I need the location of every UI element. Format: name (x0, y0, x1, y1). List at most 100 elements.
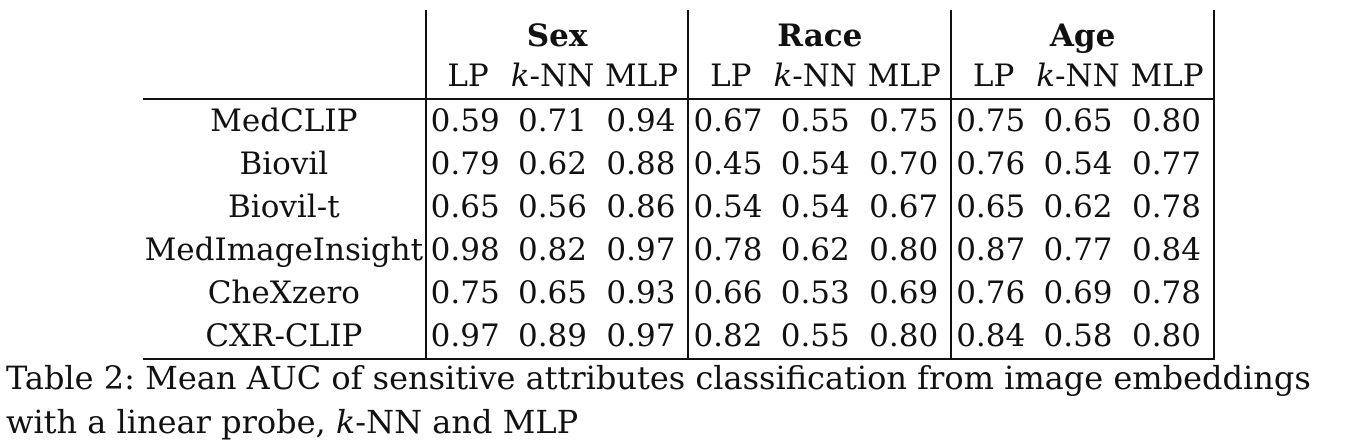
method-label-prefix: MLP (604, 57, 679, 94)
value-cell-race-knn: 0.54 (780, 146, 850, 182)
method-label-suffix: -NN (792, 57, 858, 94)
caption-text-a: Table 2: Mean AUC of sensitive attribute… (6, 359, 1311, 441)
method-label-prefix: MLP (867, 57, 941, 94)
method-label-italic: k (773, 57, 793, 94)
value-cell-sex-lp: 0.65 (430, 189, 500, 225)
value-cell-sex-lp: 0.97 (425, 315, 510, 360)
value-cell-race-knn: 0.55 (780, 103, 850, 139)
value-cell-race-mlp: 0.70 (858, 143, 953, 186)
value-cell-race-mlp: 0.80 (858, 229, 953, 272)
table-row: MedImageInsight 0.98 0.82 0.97 0.78 0.62 0.80 0… (143, 229, 1215, 272)
value-cell-age-lp: 0.84 (951, 315, 1035, 360)
value-cell-race-knn: 0.62 (780, 232, 850, 268)
method-label-suffix: -NN (529, 57, 595, 94)
value-cell-age-mlp: 0.80 (1121, 315, 1215, 360)
method-label-prefix: LP (972, 57, 1015, 94)
method-label-italic: k (1036, 57, 1056, 94)
results-table-body: MedCLIP 0.59 0.71 0.94 0.67 0.55 0.75 0.75 0.65 0… (143, 99, 1215, 360)
value-cell-age-mlp: 0.77 (1121, 143, 1215, 186)
group-header-row: Sex Race Age (143, 10, 1215, 54)
value-cell-race-mlp: 0.75 (858, 99, 953, 143)
value-cell-age-lp: 0.65 (956, 189, 1026, 225)
value-cell-sex-knn: 0.62 (517, 146, 587, 182)
value-cell-age-mlp: 0.78 (1121, 186, 1215, 229)
model-name-cell: Biovil (143, 143, 427, 186)
value-cell-age-knn: 0.58 (1034, 315, 1122, 360)
method-label-italic: k (510, 57, 530, 94)
value-cell-race-mlp: 0.67 (858, 186, 953, 229)
value-cell-sex-mlp: 0.94 (595, 99, 690, 143)
value-cell-sex-knn: 0.65 (517, 275, 587, 311)
value-cell-sex-mlp: 0.86 (595, 186, 690, 229)
value-cell-race-mlp: 0.80 (858, 315, 953, 360)
model-name-cell: CXR-CLIP (143, 315, 427, 360)
value-cell-age-lp: 0.75 (956, 103, 1026, 139)
method-header-row: LP k-NN MLP LP k-NN MLP LP k-NN MLP (143, 54, 1215, 99)
method-label-prefix: LP (710, 57, 752, 94)
value-cell-age-knn: 0.54 (1043, 146, 1113, 182)
value-cell-race-knn: 0.54 (780, 189, 850, 225)
table-row: CheXzero 0.75 0.65 0.93 0.66 0.53 0.69 0.76 0.69… (143, 272, 1215, 315)
method-header-race-mlp: MLP (858, 54, 953, 99)
value-cell-sex-lp: 0.59 (430, 103, 500, 139)
value-cell-race-lp: 0.66 (693, 275, 763, 311)
value-cell-sex-lp: 0.79 (430, 146, 500, 182)
value-cell-race-lp: 0.78 (693, 232, 763, 268)
value-cell-age-mlp: 0.80 (1121, 99, 1215, 143)
method-header-sex-knn: k-NN (509, 54, 595, 99)
method-label-prefix: MLP (1130, 57, 1204, 94)
value-cell-age-mlp: 0.84 (1121, 229, 1215, 272)
method-header-age-knn: k-NN (1035, 54, 1121, 99)
results-table: Sex Race Age LP k-NN MLP LP k-NN MLP LP k-NN MLP… (143, 10, 1215, 360)
value-cell-age-knn: 0.77 (1043, 232, 1113, 268)
model-name-cell: CheXzero (143, 272, 427, 315)
method-header-age-lp: LP (951, 54, 1035, 99)
model-name-cell: MedCLIP (143, 99, 427, 143)
header-corner (143, 10, 427, 54)
value-cell-age-lp: 0.87 (956, 232, 1026, 268)
method-header-race-knn: k-NN (772, 54, 858, 99)
value-cell-race-lp: 0.45 (693, 146, 763, 182)
value-cell-race-lp: 0.54 (693, 189, 763, 225)
table-row: Biovil-t 0.65 0.56 0.86 0.54 0.54 0.67 0.65 0.62… (143, 186, 1215, 229)
value-cell-sex-mlp: 0.88 (595, 143, 690, 186)
header-corner-methods (143, 54, 427, 99)
value-cell-race-knn: 0.53 (780, 275, 850, 311)
group-header-sex: Sex (425, 10, 690, 54)
caption-italic-k: k (335, 403, 356, 441)
table-row: MedCLIP 0.59 0.71 0.94 0.67 0.55 0.75 0.75 0.65 0… (143, 99, 1215, 143)
value-cell-sex-mlp: 0.93 (595, 272, 690, 315)
value-cell-age-knn: 0.69 (1043, 275, 1113, 311)
method-header-race-lp: LP (688, 54, 772, 99)
value-cell-age-lp: 0.76 (956, 146, 1026, 182)
table-row: CXR-CLIP 0.97 0.89 0.97 0.82 0.55 0.80 0.84 0.58… (143, 315, 1215, 360)
value-cell-sex-knn: 0.82 (517, 232, 587, 268)
table-caption: Table 2: Mean AUC of sensitive attribute… (6, 356, 1356, 444)
value-cell-race-mlp: 0.69 (858, 272, 953, 315)
table-row: Biovil 0.79 0.62 0.88 0.45 0.54 0.70 0.76 0.54 0.… (143, 143, 1215, 186)
caption-text-b: -NN and MLP (355, 403, 579, 441)
value-cell-sex-lp: 0.75 (430, 275, 500, 311)
value-cell-sex-knn: 0.71 (517, 103, 587, 139)
value-cell-sex-mlp: 0.97 (595, 229, 690, 272)
model-name-cell: MedImageInsight (143, 229, 427, 272)
model-name-cell: Biovil-t (143, 186, 427, 229)
value-cell-age-mlp: 0.78 (1121, 272, 1215, 315)
value-cell-age-knn: 0.65 (1043, 103, 1113, 139)
value-cell-race-lp: 0.82 (688, 315, 773, 360)
value-cell-sex-knn: 0.89 (509, 315, 596, 360)
method-label-prefix: LP (447, 57, 489, 94)
value-cell-race-knn: 0.55 (772, 315, 859, 360)
method-label-suffix: -NN (1055, 57, 1120, 94)
results-table-container: Sex Race Age LP k-NN MLP LP k-NN MLP LP k-NN MLP… (143, 10, 1215, 360)
value-cell-sex-knn: 0.56 (517, 189, 587, 225)
value-cell-age-lp: 0.76 (956, 275, 1026, 311)
value-cell-sex-lp: 0.98 (430, 232, 500, 268)
value-cell-race-lp: 0.67 (693, 103, 763, 139)
value-cell-age-knn: 0.62 (1043, 189, 1113, 225)
method-header-sex-lp: LP (426, 54, 510, 99)
group-header-race: Race (688, 10, 953, 54)
method-header-sex-mlp: MLP (595, 54, 690, 99)
group-header-age: Age (951, 10, 1215, 54)
method-header-age-mlp: MLP (1121, 54, 1215, 99)
